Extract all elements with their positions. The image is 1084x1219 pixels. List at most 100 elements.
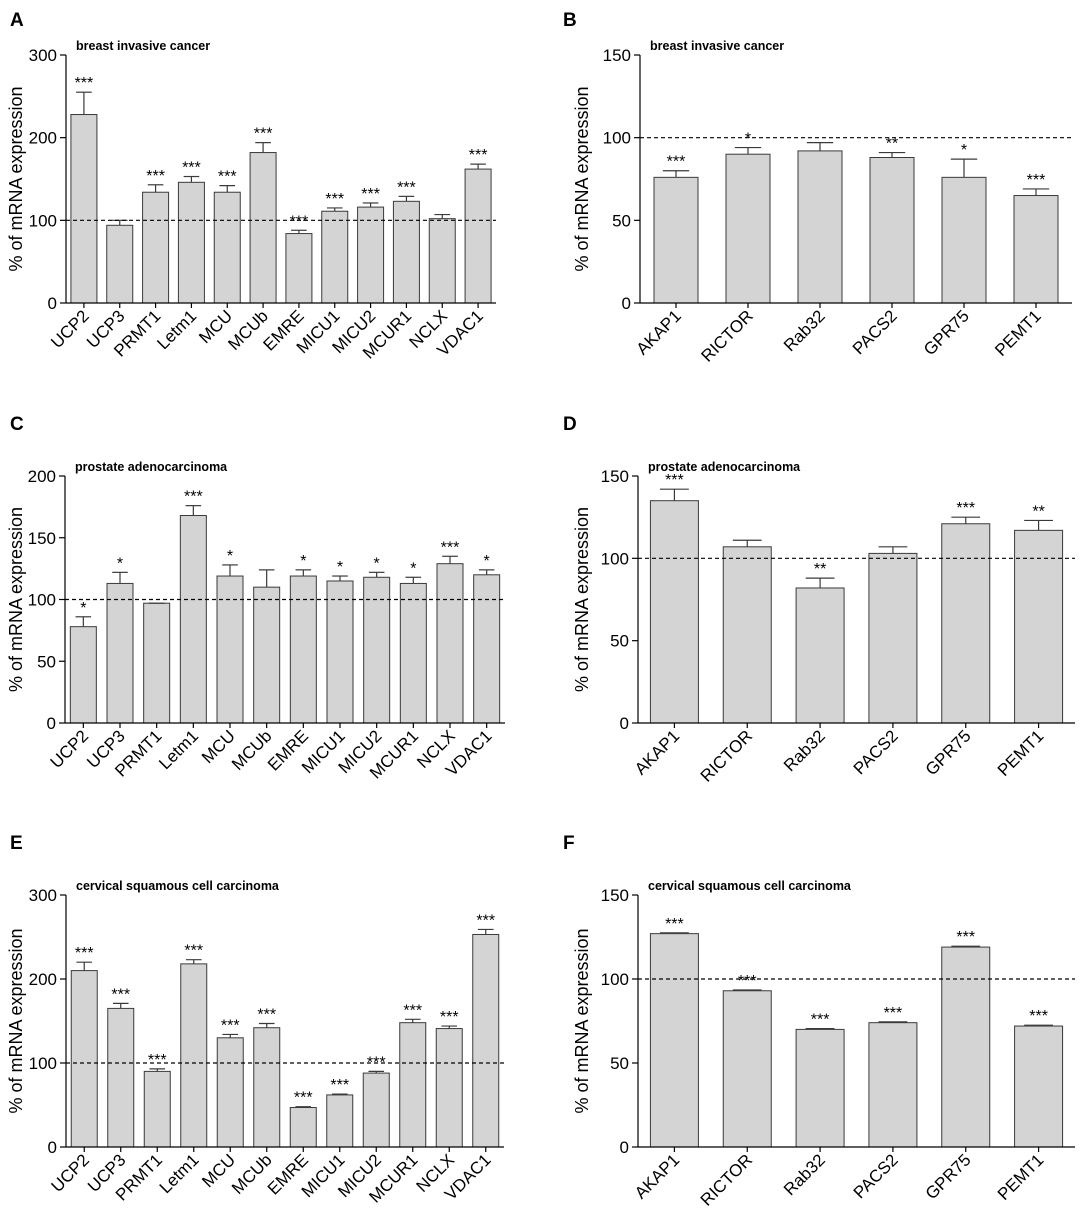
bar	[326, 580, 354, 724]
bar	[177, 181, 205, 304]
bar	[653, 176, 699, 304]
significance-label: ***	[665, 916, 684, 933]
significance-label: ***	[184, 489, 203, 506]
chart-title: prostate adenocarcinoma	[75, 460, 228, 474]
significance-label: ***	[184, 943, 203, 960]
y-tick-label: 300	[29, 46, 57, 65]
bar	[363, 576, 391, 724]
significance-label: ***	[361, 186, 380, 203]
x-tick-label: Rab32	[780, 1150, 829, 1199]
bar	[249, 152, 277, 304]
y-tick-label: 200	[29, 970, 57, 989]
panel-letter: F	[563, 833, 575, 854]
significance-label: ***	[330, 1077, 349, 1094]
bar	[180, 963, 208, 1148]
y-tick-label: 0	[620, 1138, 629, 1157]
significance-label: ***	[218, 169, 237, 186]
bar	[941, 946, 991, 1148]
significance-label: ***	[182, 160, 201, 177]
chart-title: cervical squamous cell carcinoma	[648, 879, 852, 893]
x-tick-label: GPR75	[922, 1150, 975, 1203]
bar	[795, 587, 845, 724]
y-tick-label: 0	[48, 294, 57, 313]
bar	[70, 970, 98, 1148]
significance-label: ***	[956, 500, 975, 517]
y-tick-label: 0	[622, 294, 631, 313]
x-tick-label: PEMT1	[994, 1150, 1048, 1204]
panel-letter: C	[10, 414, 24, 435]
significance-label: *	[227, 548, 233, 565]
bar	[70, 114, 98, 304]
y-axis-label: % of mRNA expression	[6, 928, 26, 1113]
bar	[941, 176, 987, 304]
significance-label: *	[745, 131, 751, 148]
bar	[399, 582, 427, 724]
x-tick-label: PACS2	[849, 306, 901, 358]
bar	[179, 515, 207, 724]
bar	[868, 552, 918, 724]
y-tick-label: 0	[48, 1138, 57, 1157]
x-tick-label: GPR75	[922, 726, 975, 779]
x-tick-label: Rab32	[780, 306, 829, 355]
significance-label: ***	[738, 973, 757, 990]
y-tick-label: 100	[601, 549, 629, 568]
significance-label: ***	[75, 75, 94, 92]
bar	[216, 1037, 244, 1148]
x-tick-label: AKAP1	[631, 726, 683, 778]
significance-label: ***	[403, 1002, 422, 1019]
significance-label: *	[484, 553, 490, 570]
bar	[435, 1028, 463, 1148]
y-tick-label: 300	[29, 886, 57, 905]
bar	[868, 1022, 918, 1148]
x-tick-label: Letm1	[153, 306, 200, 353]
bar	[464, 168, 492, 304]
bar	[428, 218, 456, 304]
y-tick-label: 50	[612, 211, 631, 230]
bar	[253, 1027, 281, 1148]
bar	[107, 1007, 135, 1148]
significance-label: **	[886, 136, 898, 153]
bar	[289, 575, 317, 724]
bar	[106, 224, 134, 304]
significance-label: ***	[75, 945, 94, 962]
significance-label: *	[410, 560, 416, 577]
significance-label: *	[374, 555, 380, 572]
bar	[326, 1094, 354, 1148]
significance-label: *	[961, 142, 967, 159]
x-tick-label: Rab32	[780, 726, 829, 775]
significance-label: ***	[884, 1005, 903, 1022]
bar	[1013, 195, 1059, 304]
bar	[143, 1070, 171, 1148]
x-tick-label: RICTOR	[697, 726, 756, 785]
panel-letter: E	[10, 833, 23, 854]
bar	[69, 626, 97, 724]
bar	[392, 200, 420, 304]
x-tick-label: AKAP1	[633, 306, 685, 358]
significance-label: ***	[221, 1017, 240, 1034]
significance-label: ***	[290, 213, 309, 230]
significance-label: *	[117, 555, 123, 572]
y-tick-label: 100	[601, 970, 629, 989]
x-tick-label: Letm1	[156, 1150, 203, 1197]
bar	[143, 602, 171, 724]
bar	[362, 1072, 390, 1148]
y-axis-label: % of mRNA expression	[572, 507, 592, 692]
bar	[1014, 1025, 1064, 1148]
y-tick-label: 150	[601, 467, 629, 486]
significance-label: ***	[111, 986, 130, 1003]
bar	[216, 575, 244, 724]
bar	[289, 1107, 317, 1148]
bar	[941, 523, 991, 724]
chart-title: breast invasive cancer	[76, 39, 210, 53]
bar	[649, 500, 699, 724]
bar	[649, 933, 699, 1148]
bar	[1014, 529, 1064, 724]
significance-label: *	[300, 553, 306, 570]
panel-letter: D	[563, 414, 577, 435]
chart-title: prostate adenocarcinoma	[648, 460, 801, 474]
y-tick-label: 150	[28, 529, 56, 548]
